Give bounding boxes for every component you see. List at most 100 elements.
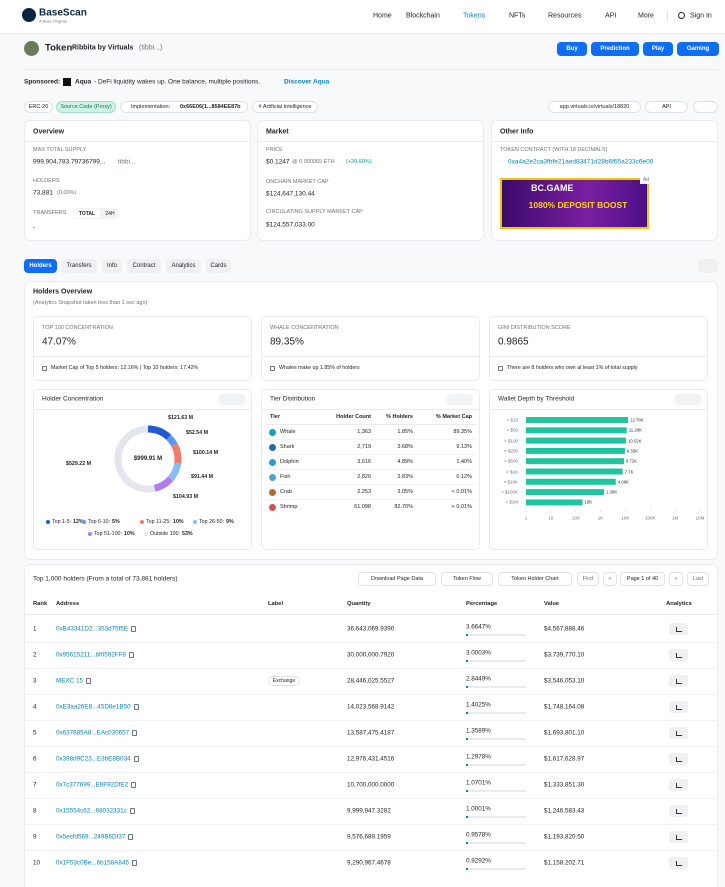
holder-address[interactable]: 0x15554c62...68032331c bbox=[56, 807, 127, 815]
percentage: 3.0003% bbox=[466, 649, 491, 657]
tab[interactable]: Transfers bbox=[66, 263, 92, 269]
tab[interactable]: Holders bbox=[29, 263, 52, 269]
bar-value-label: 188 bbox=[584, 499, 592, 505]
table-button[interactable]: Token Flow bbox=[453, 576, 481, 582]
token-button[interactable]: Play bbox=[651, 46, 665, 52]
analytics-button[interactable] bbox=[669, 805, 688, 817]
holder-address[interactable]: 0x5ecfd569...249B6Df37 bbox=[56, 833, 126, 841]
holder-address[interactable]: 0xB43341D2...353d75f5E bbox=[56, 625, 129, 633]
pager-button[interactable]: < bbox=[608, 576, 612, 582]
impl-tag[interactable] bbox=[120, 101, 248, 113]
pager-button-box[interactable] bbox=[577, 572, 599, 586]
nav-divider bbox=[667, 11, 668, 21]
tab-box[interactable] bbox=[166, 259, 201, 273]
chart-toggle[interactable] bbox=[447, 394, 473, 405]
tab[interactable]: Info bbox=[106, 263, 118, 269]
analytics-button[interactable] bbox=[669, 701, 688, 713]
token-button[interactable]: Buy bbox=[566, 46, 578, 52]
tier-icon bbox=[269, 488, 276, 496]
stat-box bbox=[261, 316, 480, 381]
holder-address[interactable]: 0xE3aa26E8...45D8e1B50 bbox=[56, 703, 131, 711]
holder-label-box[interactable] bbox=[268, 676, 300, 686]
tab-box[interactable] bbox=[24, 259, 57, 273]
analytics-button[interactable] bbox=[669, 649, 688, 661]
analytics-button[interactable] bbox=[669, 623, 688, 635]
ad-banner[interactable] bbox=[500, 178, 649, 229]
row-line bbox=[24, 720, 718, 721]
holder-label[interactable]: Exchange bbox=[272, 678, 296, 684]
holder-address[interactable]: 0x7c377699...E9F92DfE2 bbox=[56, 781, 129, 789]
token-button[interactable]: Gaming bbox=[686, 46, 710, 52]
contract-link[interactable]: 0xa4a2e2ca3fbfe21aed83471d28b6f65a233c6e… bbox=[508, 158, 654, 166]
chart-toggle[interactable] bbox=[675, 394, 701, 405]
holder-address[interactable]: MEXC 15 bbox=[56, 677, 83, 685]
sponsor-link[interactable]: Discover Aqua bbox=[284, 78, 330, 86]
token-button-box[interactable] bbox=[557, 42, 587, 56]
nav-link[interactable]: Blockchain bbox=[406, 12, 440, 20]
pager-button[interactable]: Last bbox=[692, 576, 704, 582]
pager-button-box[interactable] bbox=[603, 572, 617, 586]
pager-button[interactable]: First bbox=[582, 576, 594, 582]
tag-box[interactable] bbox=[252, 101, 318, 113]
field-label: HOLDERS bbox=[33, 178, 60, 184]
analytics-button[interactable] bbox=[669, 831, 688, 843]
nav-link[interactable]: More bbox=[638, 12, 654, 20]
analytics-button[interactable] bbox=[669, 675, 688, 687]
chart-toggle[interactable] bbox=[219, 394, 245, 405]
tab-box[interactable] bbox=[206, 259, 231, 273]
nav-link[interactable]: Sign In bbox=[690, 12, 712, 20]
bar-value-label: 11.28K bbox=[628, 427, 643, 433]
table-button[interactable]: Download Page Data bbox=[371, 576, 423, 582]
pager-button-box[interactable] bbox=[620, 572, 665, 586]
pager-button[interactable]: Page 1 of 40 bbox=[626, 576, 659, 582]
nav-link[interactable]: Tokens bbox=[463, 12, 486, 20]
tab[interactable]: Analytics bbox=[171, 263, 196, 269]
toggle-active[interactable] bbox=[74, 209, 100, 218]
tab-box[interactable] bbox=[127, 259, 161, 273]
token-button[interactable]: Prediction bbox=[600, 46, 630, 52]
pager-button-box[interactable] bbox=[687, 572, 709, 586]
nav-link[interactable]: Home bbox=[373, 12, 392, 20]
tag-box[interactable] bbox=[56, 101, 116, 113]
table-button[interactable]: Token Holder Chart bbox=[511, 576, 559, 582]
api-button-box[interactable] bbox=[645, 101, 688, 113]
tab[interactable]: Contract bbox=[132, 263, 156, 269]
pager-button[interactable]: > bbox=[674, 576, 678, 582]
tier-cell: 4.89% bbox=[397, 459, 413, 465]
token-button-box[interactable] bbox=[643, 42, 673, 56]
tag[interactable]: # Artificial Intelligence bbox=[258, 104, 312, 110]
table-button-box[interactable] bbox=[358, 572, 436, 586]
site-link-box[interactable] bbox=[548, 101, 641, 113]
nav-link[interactable]: Resources bbox=[548, 12, 582, 20]
holder-address[interactable]: 0x95615211...bf0592FF8 bbox=[56, 651, 126, 659]
analytics-button[interactable] bbox=[669, 857, 688, 869]
holder-address[interactable]: 0x1F53c0Be...6b158A845 bbox=[56, 859, 129, 867]
nav-link[interactable]: API bbox=[605, 12, 617, 20]
api-button[interactable]: API bbox=[662, 104, 671, 110]
tag-box[interactable] bbox=[24, 101, 53, 113]
toggle-option[interactable]: TOTAL bbox=[78, 210, 96, 217]
token-button-box[interactable] bbox=[591, 42, 639, 56]
table-button-box[interactable] bbox=[441, 572, 493, 586]
table-button-box[interactable] bbox=[498, 572, 572, 586]
analytics-button[interactable] bbox=[669, 727, 688, 739]
token-button-box[interactable] bbox=[677, 42, 719, 56]
analytics-button[interactable] bbox=[669, 779, 688, 791]
tab-box[interactable] bbox=[61, 259, 97, 273]
tier-row-line bbox=[266, 499, 476, 500]
search-button[interactable] bbox=[698, 259, 718, 273]
holder-address[interactable]: 0x398d9C23...E3bE8B034 bbox=[56, 755, 131, 763]
tag[interactable]: Source Code (Proxy) bbox=[60, 104, 112, 110]
nav-link[interactable]: NFTs bbox=[509, 12, 526, 20]
menu-button[interactable] bbox=[693, 101, 718, 113]
analytics-button[interactable] bbox=[669, 753, 688, 765]
tag[interactable]: ERC-20 bbox=[28, 104, 49, 110]
tab-box[interactable] bbox=[102, 259, 122, 273]
toggle-option[interactable]: 24H bbox=[105, 210, 115, 217]
quantity: 13,587,475.4187 bbox=[347, 729, 395, 737]
site-link[interactable]: app.virtuals.io/virtuals/18820 bbox=[559, 104, 630, 110]
holder-address[interactable]: 0x637685A8...EAc030657 bbox=[56, 729, 130, 737]
tab[interactable]: Cards bbox=[210, 263, 227, 269]
value: $3,739,770.10 bbox=[544, 651, 585, 659]
pager-button-box[interactable] bbox=[669, 572, 683, 586]
